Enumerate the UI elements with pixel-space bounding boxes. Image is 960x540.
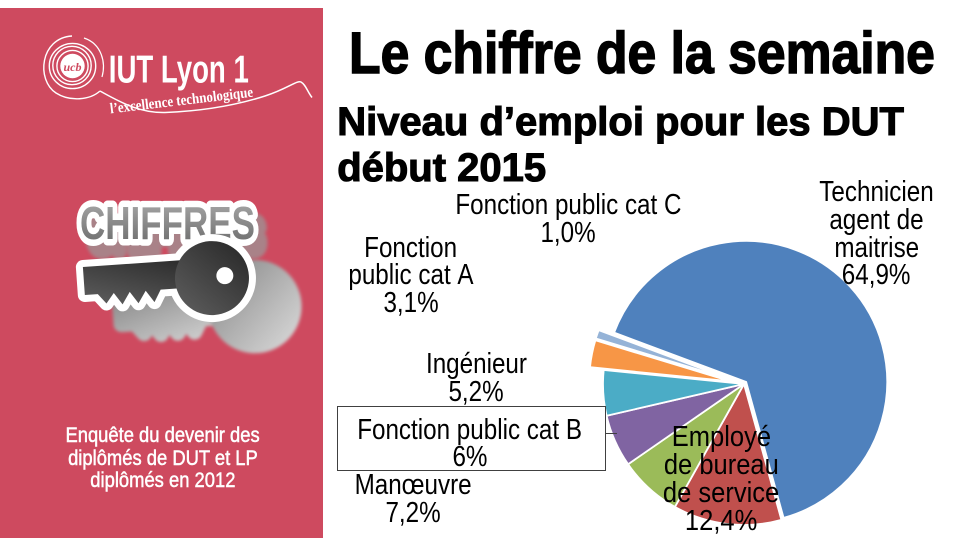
svg-text:IUT Lyon 1: IUT Lyon 1	[109, 49, 249, 92]
svg-text:ucb: ucb	[64, 60, 82, 74]
